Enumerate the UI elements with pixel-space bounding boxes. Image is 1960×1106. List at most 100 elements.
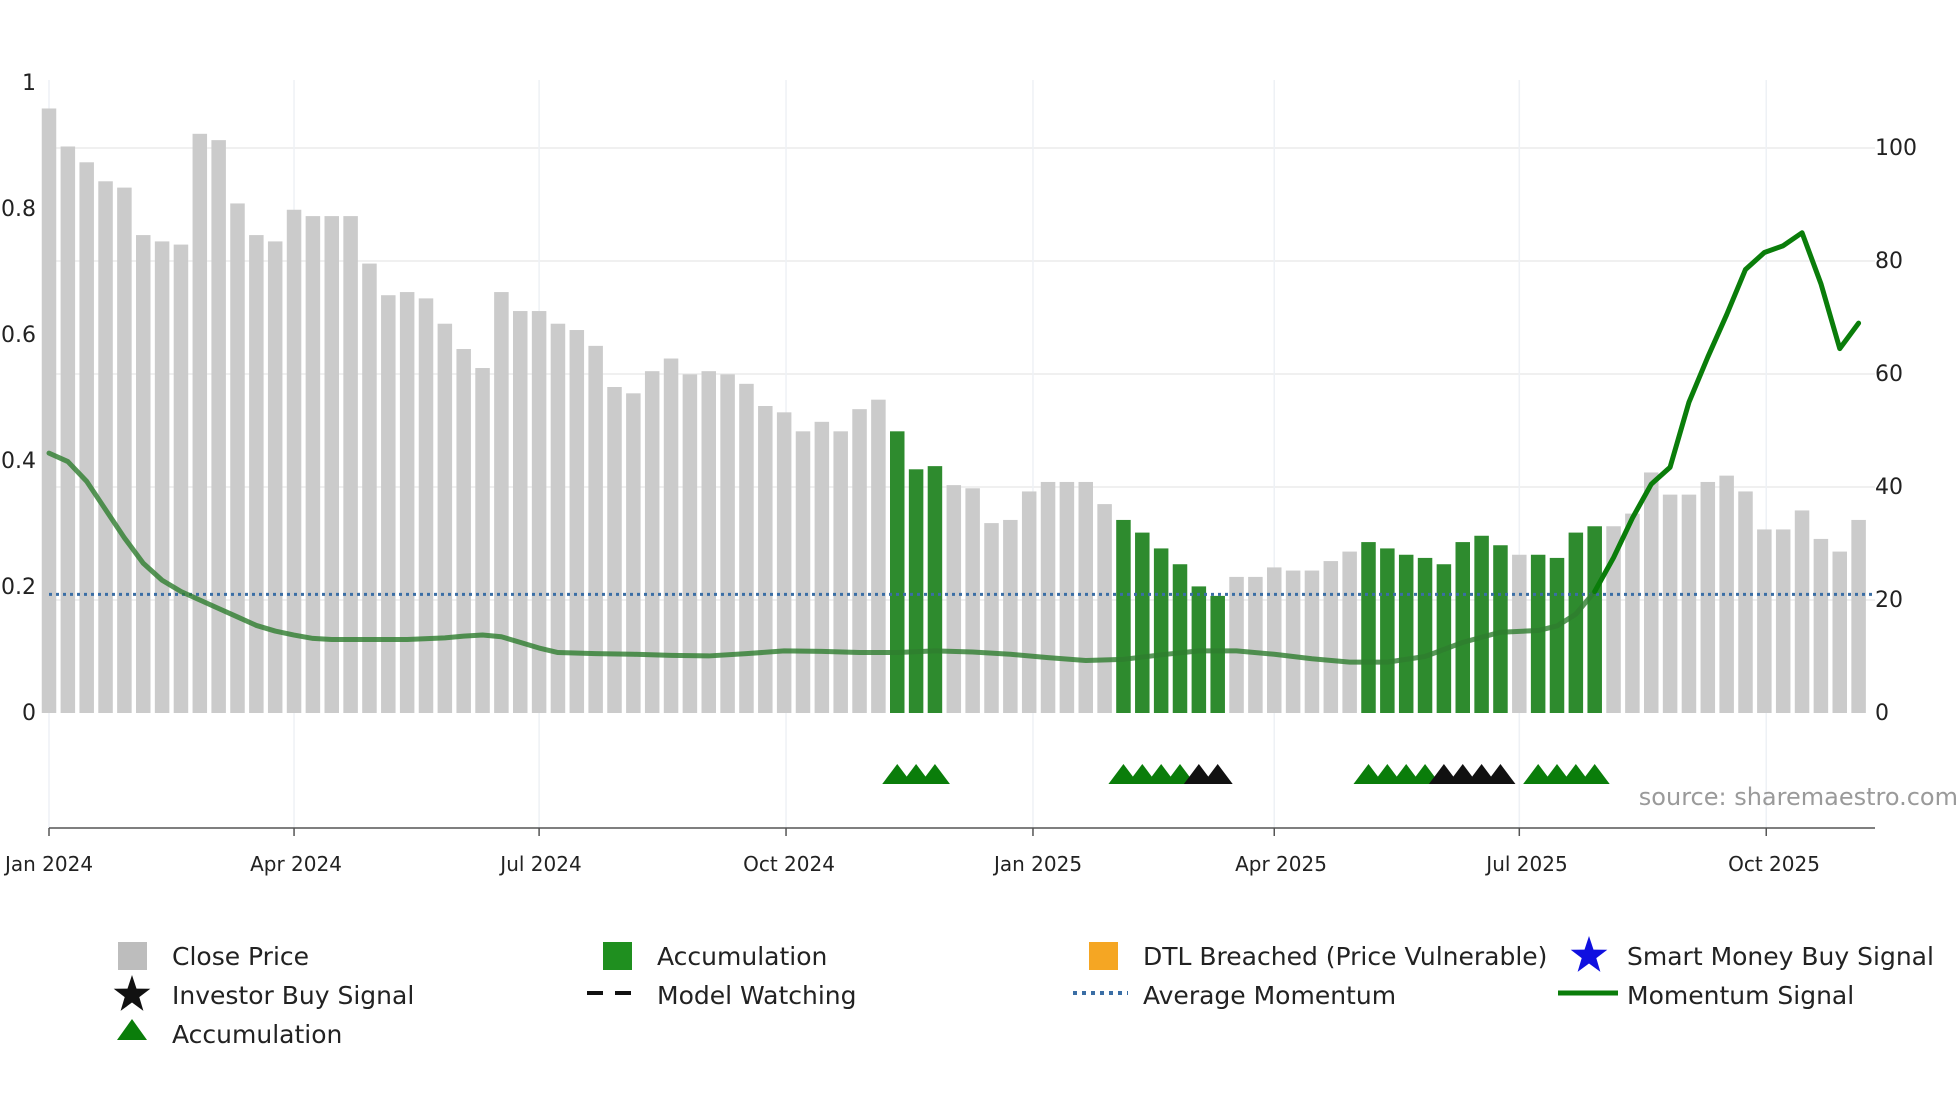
legend-momentum-signal-label: Momentum Signal	[1627, 981, 1854, 1010]
right-tick-label: 40	[1875, 475, 1903, 500]
close-price-bar	[1248, 576, 1263, 713]
close-price-bar	[1021, 491, 1037, 713]
close-price-bar	[136, 235, 151, 713]
close-price-bar	[324, 216, 339, 713]
legend-accumulation-marker-label: Accumulation	[172, 1020, 342, 1049]
accumulation-marker	[1127, 764, 1158, 784]
close-price-bar	[211, 140, 226, 713]
accumulation-bar	[1135, 532, 1150, 713]
close-price-bar	[267, 241, 283, 714]
close-price-bar	[644, 371, 660, 713]
legend-smart-money-label: Smart Money Buy Signal	[1627, 942, 1934, 971]
close-price-bar	[550, 323, 566, 713]
close-price-bar	[569, 330, 585, 713]
close-price-bar	[607, 387, 622, 713]
x-tick-label: Jul 2024	[498, 852, 581, 876]
close-price-bar	[1813, 538, 1829, 713]
close-price-bar	[1606, 526, 1621, 713]
close-price-bar	[381, 295, 396, 713]
close-price-bar	[776, 412, 792, 713]
accumulation-bar	[1210, 595, 1225, 713]
accumulation-bar	[1172, 564, 1188, 713]
x-tick-label: Jan 2025	[992, 852, 1082, 876]
accumulation-bar	[1587, 526, 1602, 713]
close-price-bar	[1719, 475, 1734, 713]
close-price-bar	[1625, 513, 1640, 713]
close-price-bar	[98, 181, 113, 713]
accumulation-marker	[1410, 764, 1441, 784]
legend-model-watching-label: Model Watching	[657, 981, 857, 1010]
investor-buy-marker	[1202, 764, 1233, 784]
investor-buy-marker	[1183, 764, 1214, 784]
close-price-bar	[1775, 529, 1791, 713]
close-price-bar	[41, 108, 57, 714]
accumulation-bar	[1474, 535, 1489, 713]
legend-dtl-swatch	[1089, 942, 1118, 970]
right-tick-label: 100	[1875, 136, 1917, 161]
x-tick-label: Oct 2025	[1728, 852, 1820, 876]
close-price-bar	[249, 235, 264, 713]
momentum-layer	[46, 230, 1862, 665]
accumulation-marker	[1108, 764, 1139, 784]
close-price-bar	[1078, 481, 1093, 713]
x-tick-label: Apr 2025	[1235, 852, 1327, 876]
momentum-signal-line	[46, 450, 1598, 665]
accumulation-marker	[1523, 764, 1554, 784]
accumulation-marker	[1391, 764, 1422, 784]
accumulation-bar	[1398, 554, 1414, 713]
accumulation-bar	[1549, 557, 1565, 713]
close-price-bar	[286, 209, 302, 713]
close-price-bar	[154, 241, 170, 714]
close-price-bar	[1794, 510, 1810, 713]
legend-accumulation-triangle-icon	[117, 1019, 147, 1040]
legend-close-price-label: Close Price	[172, 942, 309, 971]
legend-average-momentum-label: Average Momentum	[1143, 981, 1396, 1010]
accumulation-bar	[1380, 548, 1395, 713]
close-price-bar	[1003, 519, 1018, 713]
legend-investor-star-icon	[113, 975, 151, 1011]
accumulation-bar	[1493, 545, 1508, 713]
close-price-bar	[795, 431, 811, 713]
close-price-bar	[701, 371, 716, 713]
close-price-bar	[230, 203, 245, 713]
right-tick-label: 0	[1875, 701, 1889, 726]
x-tick-label: Apr 2024	[250, 852, 342, 876]
legend-investor-label: Investor Buy Signal	[172, 981, 414, 1010]
close-price-bar	[871, 399, 886, 713]
investor-buy-marker	[1447, 764, 1478, 784]
right-tick-label: 80	[1875, 249, 1903, 274]
close-price-bar	[362, 263, 377, 713]
accumulation-marker	[1146, 764, 1177, 784]
price-bars	[41, 108, 1866, 714]
close-price-bar	[60, 146, 76, 714]
close-price-bar	[682, 374, 698, 713]
close-price-bar	[1757, 529, 1772, 713]
left-tick-label: 1	[22, 71, 36, 96]
close-price-bar	[965, 488, 980, 713]
close-price-bar	[79, 162, 94, 714]
close-price-bar	[1851, 519, 1866, 713]
close-price-bar	[1662, 494, 1678, 713]
close-price-bar	[814, 421, 830, 713]
accumulation-marker	[1542, 764, 1572, 784]
left-tick-label: 0.4	[1, 449, 36, 474]
close-price-bar	[437, 323, 453, 713]
close-price-bar	[399, 292, 415, 713]
close-price-bar	[946, 485, 962, 713]
close-price-bar	[1097, 504, 1112, 713]
close-price-bar	[418, 298, 434, 713]
close-price-bar	[475, 368, 490, 713]
left-tick-label: 0.2	[1, 575, 36, 600]
close-price-bar	[833, 431, 848, 713]
legend-smart-money-star-icon	[1570, 936, 1608, 972]
accumulation-bar	[1436, 564, 1452, 713]
legend-dtl-label: DTL Breached (Price Vulnerable)	[1143, 942, 1547, 971]
accumulation-bar	[890, 431, 905, 713]
accumulation-marker	[901, 764, 932, 784]
close-price-bar	[984, 523, 999, 713]
accumulation-bar	[927, 466, 943, 713]
axes	[48, 827, 1875, 836]
close-price-bar	[192, 133, 208, 713]
